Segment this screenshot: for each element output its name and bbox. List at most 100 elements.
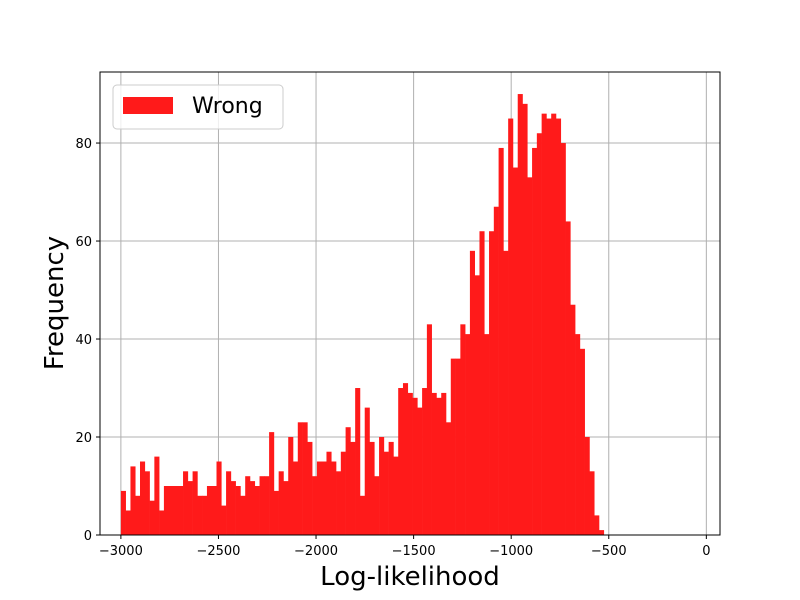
histogram-bar [273, 490, 279, 535]
legend-frame [112, 84, 284, 130]
x-tick-label: 0 [702, 544, 710, 559]
histogram-bar [398, 388, 404, 535]
histogram-bar [417, 407, 423, 535]
histogram-bar [383, 451, 389, 535]
histogram-bar [240, 495, 246, 535]
histogram-bar [163, 486, 169, 535]
histogram-bar [259, 476, 265, 535]
histogram-bar [474, 275, 480, 535]
histogram-bar [154, 456, 160, 535]
histogram-bar [498, 147, 504, 535]
x-axis-title: Log-likelihood [320, 562, 500, 592]
histogram-bar [402, 383, 409, 535]
histogram-bar [345, 427, 351, 535]
histogram-bar [359, 495, 366, 535]
x-tick-label: −3000 [99, 544, 143, 559]
y-tick-label: 60 [75, 235, 92, 250]
histogram-bar [355, 388, 361, 535]
histogram-bar [455, 358, 461, 535]
histogram-bar [479, 231, 485, 536]
histogram-bar [522, 103, 528, 535]
histogram-bar [235, 486, 241, 535]
histogram-bar [541, 113, 547, 535]
histogram-bar [202, 495, 208, 535]
histogram-bar [173, 486, 179, 535]
histogram-bar [321, 461, 327, 535]
histogram-bar [469, 250, 475, 535]
histogram-bar [316, 461, 322, 535]
histogram-bar [140, 461, 146, 535]
y-tick-label: 40 [75, 333, 92, 348]
histogram-bar [565, 221, 571, 535]
histogram-bar [374, 476, 380, 535]
histogram-bar [599, 530, 605, 535]
histogram-bar [441, 392, 447, 535]
histogram-bar [350, 441, 356, 535]
histogram-bar [570, 304, 576, 535]
histogram-bar [192, 471, 198, 535]
histogram-bar [302, 422, 308, 535]
histogram-bar [412, 397, 418, 535]
histogram-bar [340, 451, 346, 535]
histogram-bar [245, 476, 251, 535]
histogram-bar [484, 334, 490, 535]
histogram-bar [183, 471, 189, 535]
histogram-bar [503, 250, 509, 535]
bars [120, 94, 605, 536]
histogram-bar [527, 177, 533, 535]
histogram-bar [187, 481, 193, 535]
y-axis-ticks: 0 20 40 60 80 [75, 137, 100, 544]
y-axis-title: Frequency [40, 236, 70, 370]
histogram-bar [426, 324, 432, 535]
histogram-bar [584, 437, 590, 535]
plot-frame [99, 71, 721, 536]
histogram-bar [216, 461, 222, 535]
legend: Wrong [112, 84, 284, 130]
histogram-bar [594, 515, 600, 535]
x-tick-label: −500 [591, 544, 627, 559]
histogram-bar [130, 466, 136, 535]
histogram-bar [436, 397, 442, 535]
histogram-bar [206, 486, 213, 535]
y-tick-label: 0 [84, 529, 92, 544]
x-tick-label: −1500 [392, 544, 436, 559]
x-tick-label: −2500 [196, 544, 240, 559]
legend-swatch [123, 97, 173, 114]
histogram-bar [264, 476, 270, 535]
histogram-bar [508, 118, 514, 535]
histogram-bar [211, 486, 217, 535]
histogram-bar [589, 471, 595, 535]
y-tick-label: 20 [75, 431, 92, 446]
x-tick-label: −2000 [294, 544, 338, 559]
histogram-bar [379, 437, 385, 535]
histogram-bar [197, 495, 203, 535]
legend-label: Wrong [192, 94, 263, 119]
histogram-bar [297, 422, 303, 535]
histogram-bar [493, 206, 499, 535]
histogram-bar [331, 461, 337, 535]
histogram-bar [422, 388, 428, 535]
histogram-bar [226, 471, 232, 535]
histogram-bar [364, 407, 370, 535]
y-tick-label: 80 [75, 137, 92, 152]
histogram-bar [283, 481, 289, 535]
histogram-bar [446, 422, 452, 535]
histogram-bar [551, 113, 557, 535]
histogram-bar [393, 456, 399, 535]
histogram-bar [407, 392, 413, 535]
histogram-bar [230, 481, 236, 535]
histogram-bar [460, 324, 466, 535]
histogram-bar [431, 392, 437, 535]
histogram-bar [178, 486, 184, 535]
histogram-bar [388, 441, 394, 535]
histogram-bar [560, 143, 566, 535]
histogram-bar [307, 441, 313, 535]
histogram-bar [579, 348, 585, 535]
histogram-bar [465, 334, 471, 535]
histogram-bar [293, 461, 299, 535]
histogram-bar [517, 94, 523, 536]
histogram-bar [278, 471, 284, 535]
histogram-bar [369, 441, 375, 535]
histogram-bar [254, 486, 260, 535]
